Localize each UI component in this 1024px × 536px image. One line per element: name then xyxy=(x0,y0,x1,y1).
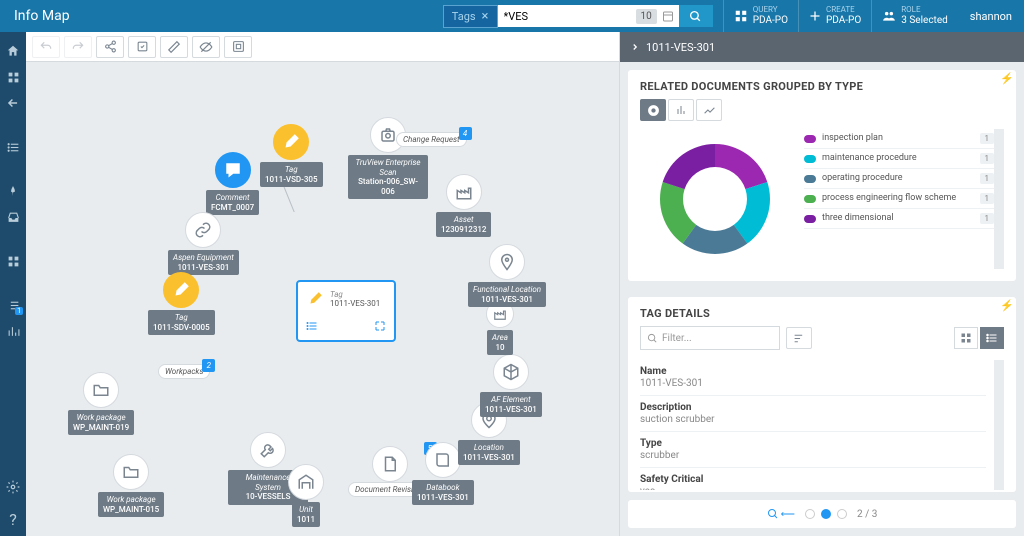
donut-chart xyxy=(640,129,790,269)
query-action[interactable]: QUERYPDA-PO xyxy=(723,0,798,32)
redo-button xyxy=(64,36,92,58)
detail-item: Typescrubber xyxy=(640,432,986,468)
role-action[interactable]: ROLE3 Selected xyxy=(871,0,958,32)
graph-node[interactable]: Tag1011-VSD-305 xyxy=(260,124,323,187)
share-button[interactable] xyxy=(96,36,124,58)
tag-details-panel: ⚡ TAG DETAILS Filter... Name1011-VES-301… xyxy=(628,297,1016,492)
page-dot-3[interactable] xyxy=(837,509,847,519)
task-icon[interactable]: 1 xyxy=(0,292,26,318)
expand-icon[interactable] xyxy=(374,320,386,332)
graph-node[interactable]: TruView Enterprise ScanStation-006_SW-00… xyxy=(348,117,428,199)
detail-list: Name1011-VES-301Descriptionsuction scrub… xyxy=(640,360,1004,490)
undo-button xyxy=(32,36,60,58)
graph-node[interactable]: Asset1230912312 xyxy=(436,174,491,237)
graph-node[interactable]: Functional Location1011-VES-301 xyxy=(468,244,546,307)
back-icon[interactable] xyxy=(0,90,26,116)
user-name[interactable]: shannon xyxy=(958,10,1024,23)
top-bar: Info Map Tags × 10 QUERYPDA-PO CREATEPDA… xyxy=(0,0,1024,32)
center-node[interactable]: Tag1011-VES-301 xyxy=(296,280,396,342)
legend-item[interactable]: inspection plan1 xyxy=(804,129,994,149)
legend-item[interactable]: three dimensional1 xyxy=(804,209,994,229)
graph-node[interactable]: Change Request4 xyxy=(396,132,467,147)
list-icon[interactable] xyxy=(306,320,318,332)
chart-type-tabs xyxy=(628,99,1016,129)
breadcrumb: 1011-VES-301 xyxy=(620,32,1024,62)
list-icon[interactable] xyxy=(0,134,26,160)
pager-zoom[interactable]: ⟵ xyxy=(767,508,795,520)
related-docs-panel: ⚡ RELATED DOCUMENTS GROUPED BY TYPE insp… xyxy=(628,70,1016,281)
top-actions: QUERYPDA-PO CREATEPDA-PO ROLE3 Selected xyxy=(723,0,958,32)
search-filter-chip[interactable]: Tags × xyxy=(443,5,498,28)
app-title: Info Map xyxy=(0,8,84,24)
legend-item[interactable]: process engineering flow scheme1 xyxy=(804,189,994,209)
grid-icon[interactable] xyxy=(0,64,26,90)
create-action[interactable]: CREATEPDA-PO xyxy=(798,0,871,32)
canvas-toolbar xyxy=(26,32,619,62)
search-button[interactable] xyxy=(679,5,713,27)
chart-icon[interactable] xyxy=(0,318,26,344)
sort-button[interactable] xyxy=(786,327,812,349)
chip-clear-icon[interactable]: × xyxy=(482,9,489,24)
donut-tab[interactable] xyxy=(640,99,666,121)
canvas-area: Tag1011-VSD-305 TruView Enterprise ScanSt… xyxy=(26,32,619,536)
pager: ⟵ 2 / 3 xyxy=(628,500,1016,528)
inbox-icon[interactable] xyxy=(0,204,26,230)
plug-icon[interactable]: ⚡ xyxy=(1000,72,1014,85)
hide-button[interactable] xyxy=(192,36,220,58)
search-input[interactable] xyxy=(498,5,658,27)
ruler-button[interactable] xyxy=(160,36,188,58)
fit-button[interactable] xyxy=(224,36,252,58)
grid-view-button[interactable] xyxy=(954,327,978,349)
related-docs-title: RELATED DOCUMENTS GROUPED BY TYPE xyxy=(628,70,1016,99)
page-dot-1[interactable] xyxy=(805,509,815,519)
calendar-icon[interactable] xyxy=(657,5,679,27)
graph-node[interactable]: Aspen Equipment1011-VES-301 xyxy=(168,212,239,275)
search-area: Tags × 10 xyxy=(443,5,713,28)
graph-node[interactable]: Unit1011 xyxy=(288,464,324,527)
search-result-count: 10 xyxy=(636,9,657,24)
list-view-button[interactable] xyxy=(980,327,1004,349)
plug-icon[interactable]: ⚡ xyxy=(1000,299,1014,312)
page-dot-2[interactable] xyxy=(821,509,831,519)
pager-text: 2 / 3 xyxy=(857,509,877,520)
graph-node[interactable]: Area10 xyxy=(486,300,514,355)
tag-details-title: TAG DETAILS xyxy=(628,297,1016,326)
detail-item: Safety Criticalyes xyxy=(640,468,986,490)
line-tab[interactable] xyxy=(696,99,722,121)
graph-node[interactable]: Work packageWP_MAINT-019 xyxy=(68,372,134,435)
graph-node[interactable]: Tag1011-SDV-0005 xyxy=(148,272,215,335)
detail-item: Descriptionsuction scrubber xyxy=(640,396,986,432)
graph-node[interactable]: AF Element1011-VES-301 xyxy=(480,354,542,417)
chart-legend: inspection plan1maintenance procedure1op… xyxy=(804,129,1004,269)
home-icon[interactable] xyxy=(0,38,26,64)
legend-item[interactable]: maintenance procedure1 xyxy=(804,149,994,169)
legend-item[interactable]: operating procedure1 xyxy=(804,169,994,189)
chevron-right-icon xyxy=(630,42,640,52)
pin-icon[interactable] xyxy=(0,178,26,204)
help-icon[interactable]: ? xyxy=(0,506,26,532)
select-button[interactable] xyxy=(128,36,156,58)
settings-icon[interactable] xyxy=(0,474,26,500)
filter-input[interactable]: Filter... xyxy=(640,326,780,350)
left-sidebar: 1 ? xyxy=(0,32,26,536)
apps-icon[interactable] xyxy=(0,248,26,274)
bar-tab[interactable] xyxy=(668,99,694,121)
pager-dots xyxy=(805,509,847,519)
graph-node[interactable]: Workpacks2 xyxy=(158,364,210,379)
chip-label: Tags xyxy=(452,10,476,23)
right-panel: 1011-VES-301 ⚡ RELATED DOCUMENTS GROUPED… xyxy=(619,32,1024,536)
detail-item: Name1011-VES-301 xyxy=(640,360,986,396)
graph-node[interactable]: Work packageWP_MAINT-015 xyxy=(98,454,164,517)
graph-node[interactable]: CommentFCMT_0007 xyxy=(206,152,259,215)
